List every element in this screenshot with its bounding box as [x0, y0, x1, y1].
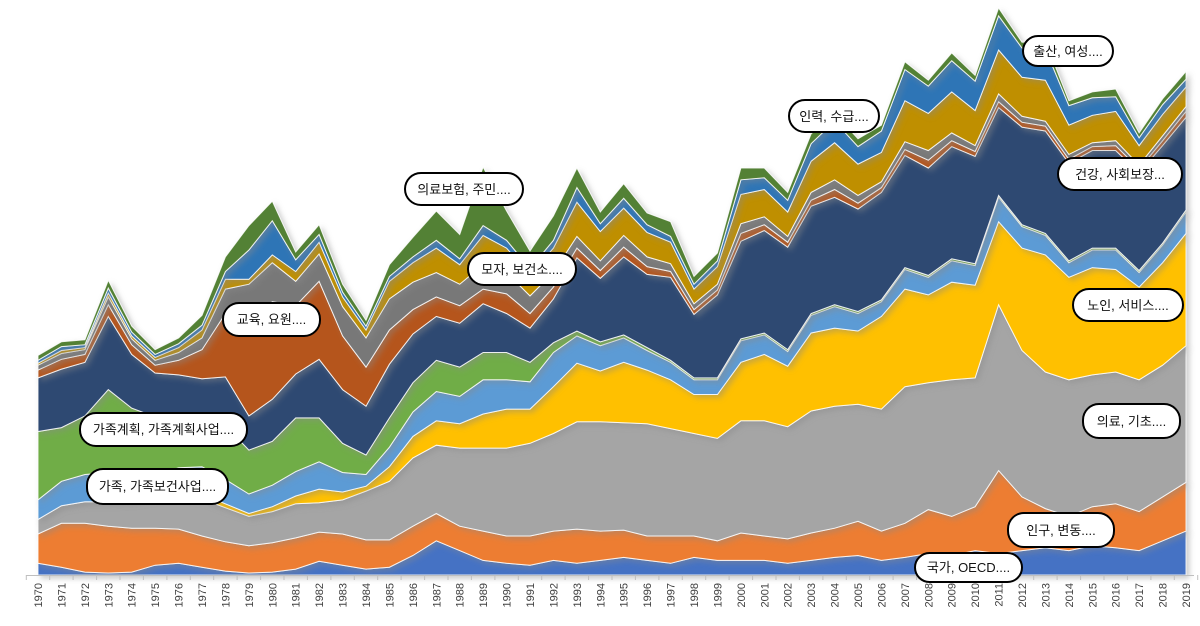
x-axis-label-1976: 1976 — [174, 583, 186, 607]
callout-family-health: 가족, 가족보건사업.... — [86, 468, 229, 505]
x-axis-label-1978: 1978 — [220, 583, 232, 607]
x-axis-label-2016: 2016 — [1111, 583, 1123, 607]
x-axis-label-1993: 1993 — [572, 583, 584, 607]
x-axis-label-1970: 1970 — [33, 583, 45, 607]
x-axis-label-2012: 2012 — [1017, 583, 1029, 607]
callout-education-agent: 교육, 요원.... — [222, 302, 321, 337]
x-axis-label-1986: 1986 — [408, 583, 420, 607]
x-axis-label-1981: 1981 — [291, 583, 303, 607]
x-axis-label-2007: 2007 — [900, 583, 912, 607]
callout-health-welfare: 건강, 사회보장... — [1057, 157, 1183, 191]
x-axis-label-1997: 1997 — [666, 583, 678, 607]
x-axis-label-2006: 2006 — [876, 583, 888, 607]
x-axis-label-1985: 1985 — [384, 583, 396, 607]
x-axis: 1970 1971 1972 1973 1974 1975 1976 1977 1978 1979… — [25, 575, 1199, 607]
x-axis-label-2014: 2014 — [1064, 583, 1076, 607]
x-axis-label-2009: 2009 — [947, 583, 959, 607]
x-axis-label-1972: 1972 — [80, 583, 92, 607]
x-axis-label-1975: 1975 — [150, 583, 162, 607]
x-axis-label-1992: 1992 — [548, 583, 560, 607]
x-axis-label-1971: 1971 — [56, 583, 68, 607]
callout-nation-oecd: 국가, OECD.... — [914, 552, 1023, 583]
x-axis-label-1979: 1979 — [244, 583, 256, 607]
x-axis-label-1974: 1974 — [127, 583, 139, 607]
callout-population-change: 인구, 변동.... — [1007, 512, 1115, 548]
x-axis-label-1980: 1980 — [267, 583, 279, 607]
x-axis-label-2015: 2015 — [1087, 583, 1099, 607]
x-axis-label-1995: 1995 — [619, 583, 631, 607]
x-axis-label-1991: 1991 — [525, 583, 537, 607]
callout-family-planning: 가족계획, 가족계획사업.... — [79, 412, 248, 447]
x-axis-label-2010: 2010 — [970, 583, 982, 607]
x-axis-label-2017: 2017 — [1134, 583, 1146, 607]
callout-elderly-service: 노인, 서비스.... — [1072, 288, 1184, 322]
callout-manpower-supply: 인력, 수급.... — [788, 99, 880, 133]
x-axis-label-2004: 2004 — [830, 583, 842, 607]
callout-medical-insurance: 의료보험, 주민.... — [404, 172, 524, 206]
area-series-11: 의료보험, 주민.... — [37, 6, 1187, 362]
x-axis-label-1996: 1996 — [642, 583, 654, 607]
x-axis-label-2002: 2002 — [783, 583, 795, 607]
x-axis-label-2000: 2000 — [736, 583, 748, 607]
x-axis-label-2018: 2018 — [1158, 583, 1170, 607]
x-axis-label-1990: 1990 — [502, 583, 514, 607]
x-axis-label-2013: 2013 — [1040, 583, 1052, 607]
callout-mother-child: 모자, 보건소.... — [467, 252, 577, 286]
x-axis-label-1987: 1987 — [431, 583, 443, 607]
x-axis-label-1977: 1977 — [197, 583, 209, 607]
x-axis-label-2001: 2001 — [759, 583, 771, 607]
x-axis-label-1973: 1973 — [103, 583, 115, 607]
x-axis-label-2019: 2019 — [1181, 583, 1193, 607]
x-axis-label-2008: 2008 — [923, 583, 935, 607]
x-axis-label-2005: 2005 — [853, 583, 865, 607]
callout-birth-women: 출산, 여성.... — [1022, 35, 1114, 67]
x-axis-label-1989: 1989 — [478, 583, 490, 607]
x-axis-label-1984: 1984 — [361, 583, 373, 607]
x-axis-label-1999: 1999 — [712, 583, 724, 607]
x-axis-label-1988: 1988 — [455, 583, 467, 607]
x-axis-label-2003: 2003 — [806, 583, 818, 607]
x-axis-label-1982: 1982 — [314, 583, 326, 607]
x-axis-label-1983: 1983 — [338, 583, 350, 607]
x-axis-label-2011: 2011 — [994, 583, 1006, 607]
x-axis-label-1998: 1998 — [689, 583, 701, 607]
x-axis-label-1994: 1994 — [595, 583, 607, 607]
callout-medical-basic: 의료, 기초.... — [1082, 403, 1181, 439]
